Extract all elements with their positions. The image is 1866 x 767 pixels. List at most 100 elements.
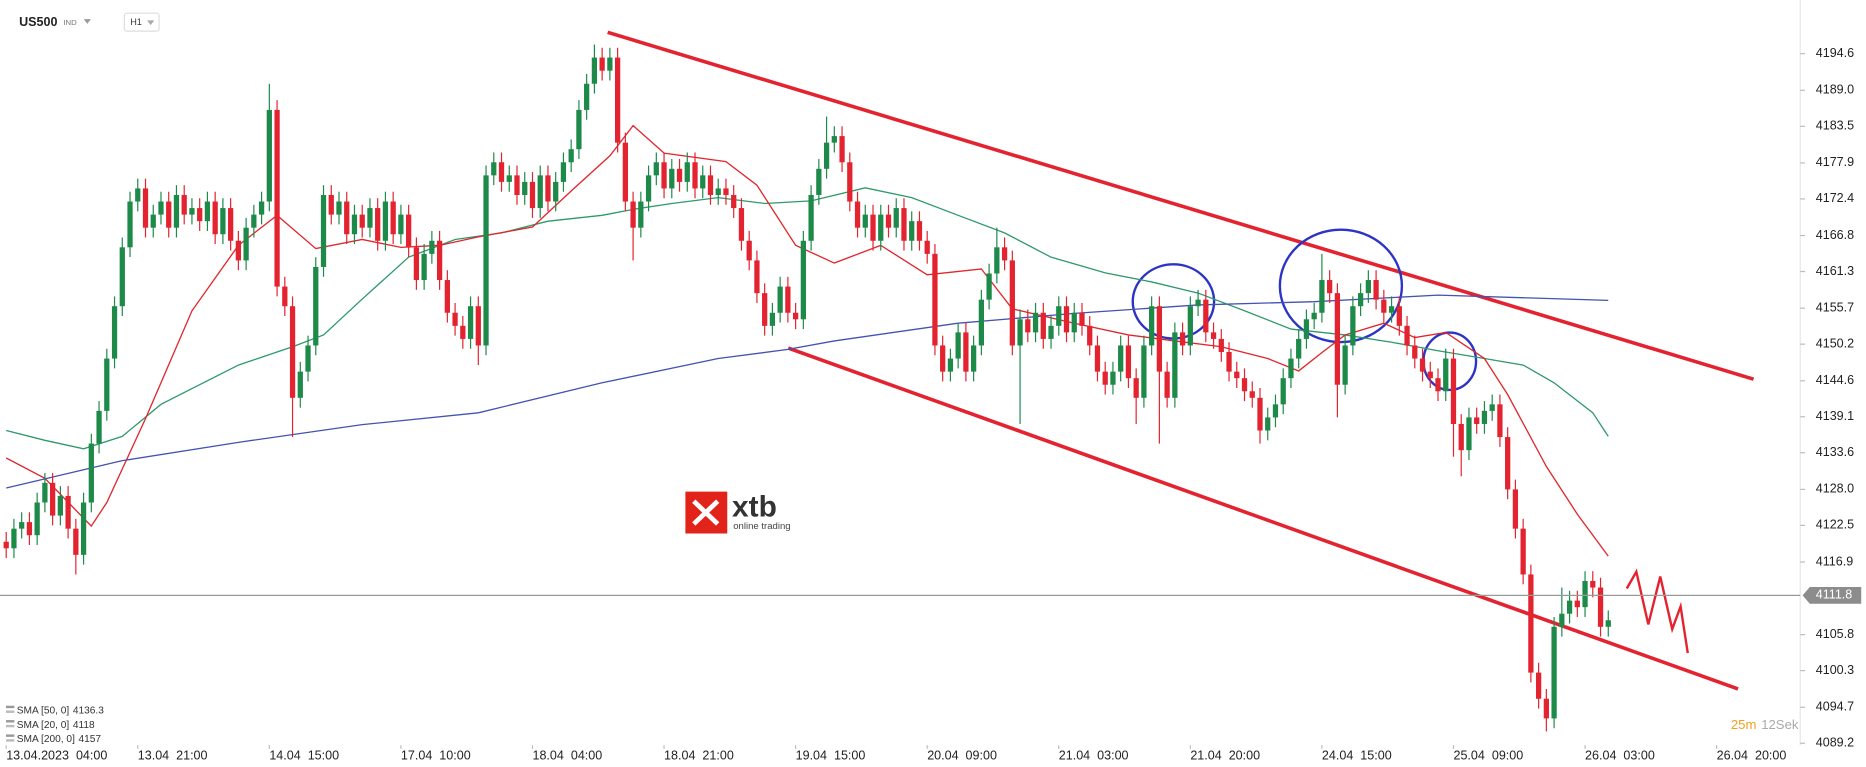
legend-value: 4118 [73, 720, 95, 731]
sma-line [5, 124, 1609, 557]
candle-body [1118, 345, 1124, 372]
logo: xtb online trading [685, 490, 791, 534]
dropdown-arrow[interactable] [83, 19, 91, 24]
candle-body [994, 247, 1000, 274]
candle-body [1419, 358, 1426, 372]
candle-body [436, 240, 443, 281]
candle-body [491, 162, 497, 176]
candle-body [375, 208, 381, 241]
candle-body [251, 214, 257, 228]
candle-body [1443, 358, 1449, 392]
candle-body [932, 253, 938, 346]
legend-icon [5, 724, 15, 728]
candle-body [1249, 391, 1255, 398]
candle-body [553, 181, 559, 202]
legend-icon [5, 710, 15, 713]
candle-body [1241, 378, 1248, 392]
candle-body [104, 358, 110, 411]
candle-body [1172, 332, 1178, 398]
candle-body [700, 175, 706, 189]
timeframe-box[interactable] [123, 12, 160, 32]
candle-body [1179, 332, 1186, 346]
candle-body [893, 208, 899, 228]
candle-body [421, 253, 427, 281]
legend-icon [5, 720, 15, 723]
candle-body [166, 201, 172, 228]
candle-body [1605, 620, 1611, 627]
candle-body [367, 208, 373, 228]
candle-body [963, 332, 969, 372]
candle-body [3, 541, 9, 549]
candle-body [847, 162, 853, 202]
candle-body [467, 306, 474, 339]
candle-body [274, 109, 280, 287]
candle-body [816, 168, 822, 195]
candle-body [1218, 338, 1224, 353]
legend-value: 4136.3 [73, 705, 104, 716]
candle-body [204, 201, 211, 222]
candle-body [1396, 306, 1402, 326]
candle-body [212, 201, 218, 235]
candle-body [1512, 489, 1519, 529]
candle-body [769, 312, 776, 326]
candle-body [870, 214, 876, 241]
y-tick-label: 4089.2 [1816, 736, 1854, 750]
candle-body [1404, 325, 1410, 346]
x-tick-label: 17.04 10:00 [401, 748, 471, 762]
candle-body [862, 214, 868, 228]
candle-body [885, 214, 892, 228]
candle-body [792, 312, 799, 320]
x-tick-label: 25.04 09:00 [1453, 748, 1523, 762]
candle-body [614, 57, 621, 143]
candle-body [228, 208, 234, 241]
candle-body [568, 149, 574, 163]
candle-body [34, 502, 40, 536]
dropdown-arrow[interactable] [147, 20, 155, 26]
candle-body [1342, 345, 1348, 385]
candle-body [622, 142, 628, 202]
y-tick-label: 4133.6 [1816, 445, 1854, 459]
candle-body [1048, 325, 1054, 339]
candle-body [1296, 338, 1302, 359]
candle-body [630, 201, 636, 228]
candle-body [1481, 410, 1488, 424]
candle-body [878, 214, 884, 241]
candle-body [1303, 319, 1310, 339]
candle-body [73, 528, 79, 555]
candle-body [460, 325, 466, 339]
candle-body [96, 410, 102, 444]
legend-name: SMA [200, 0] [17, 734, 75, 745]
candle-body [1226, 352, 1232, 372]
candle-body [1412, 345, 1418, 359]
instrument-type: IND [63, 18, 77, 27]
candle-body [1087, 325, 1093, 346]
candle-body [1466, 417, 1472, 451]
candle-body [653, 162, 659, 176]
legend-entry: SMA [50, 0] 4136.3 [17, 705, 105, 716]
candle-body [57, 495, 63, 516]
candle-body [1063, 306, 1070, 333]
candle-body [1505, 437, 1511, 490]
candle-body [1125, 345, 1132, 379]
candle-body [483, 175, 489, 346]
candle-body [599, 57, 605, 71]
logo-brand: xtb [732, 490, 777, 523]
candle-body [282, 286, 288, 307]
candle-body [1435, 378, 1441, 392]
candle-body [1574, 600, 1580, 608]
current-price-label: 4111.8 [1816, 588, 1853, 602]
candle-body [909, 221, 915, 241]
timeframe[interactable]: H1 [130, 17, 141, 27]
candle-body [1156, 306, 1163, 372]
symbol: US500 [19, 15, 57, 29]
candle-body [390, 201, 396, 235]
trend-line-upper [607, 30, 1755, 381]
x-tick-label: 21.04 03:00 [1059, 748, 1129, 762]
candle-body [189, 208, 195, 215]
candle-body [978, 299, 985, 346]
candle-body [150, 214, 156, 228]
candle-body [1474, 417, 1480, 424]
candle-body [754, 260, 760, 294]
sma-line [6, 187, 1609, 450]
